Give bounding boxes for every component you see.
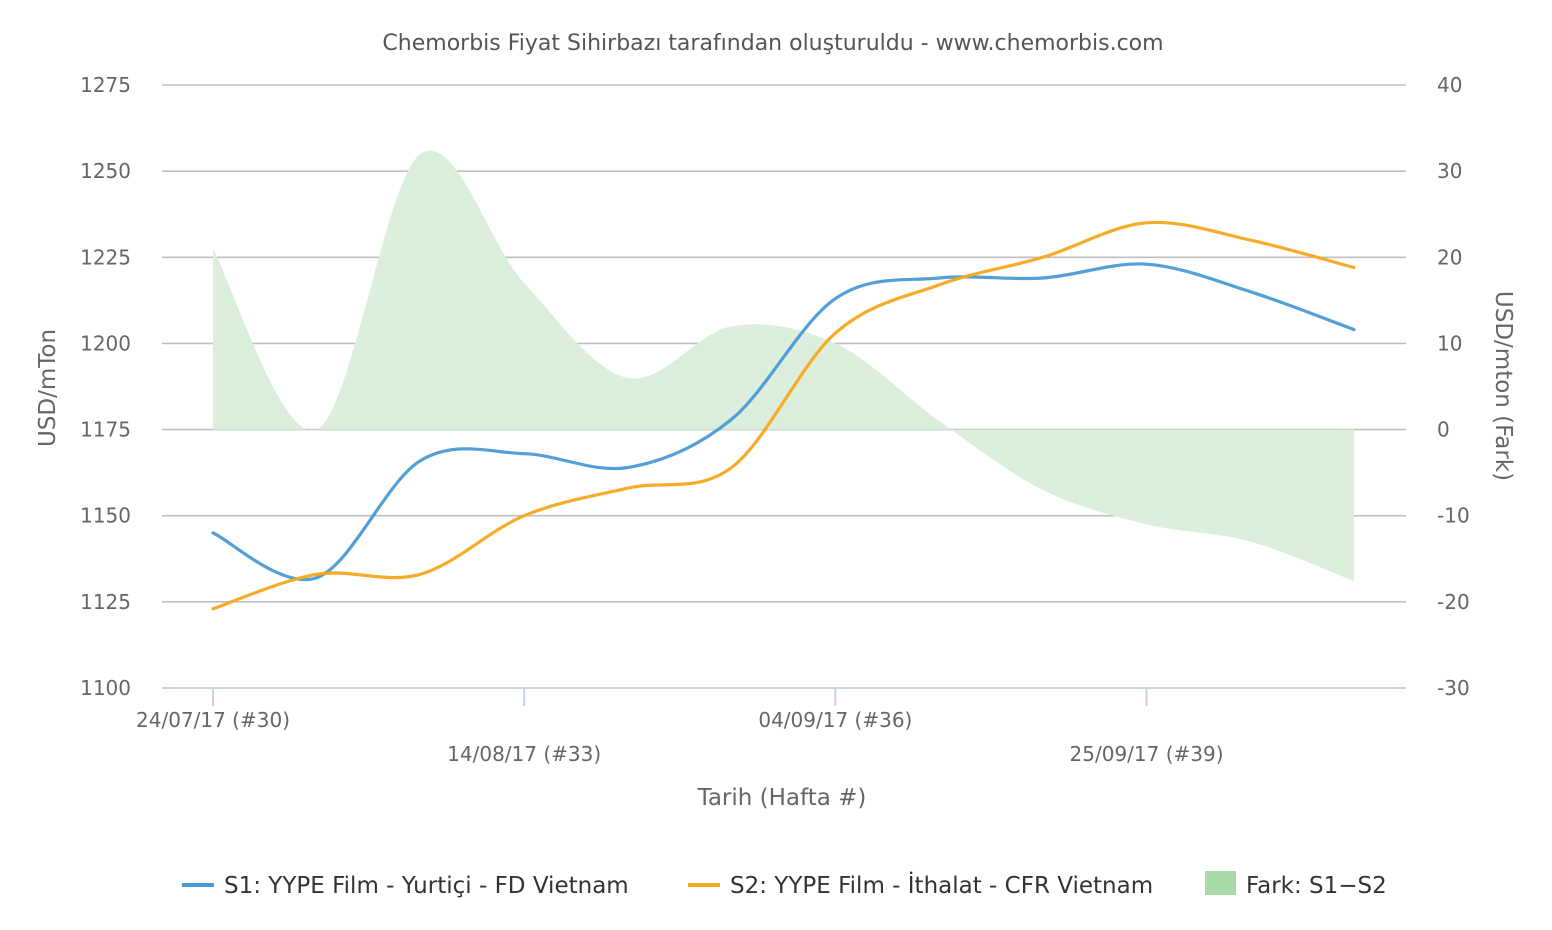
y-right-tick-label: -30 bbox=[1437, 676, 1470, 700]
y-right-tick-label: -20 bbox=[1437, 590, 1470, 614]
legend-label: S1: YYPE Film - Yurtiçi - FD Vietnam bbox=[224, 873, 629, 899]
x-tick-label: 14/08/17 (#33) bbox=[447, 742, 601, 766]
x-tick-label: 04/09/17 (#36) bbox=[758, 708, 912, 732]
difference-area bbox=[213, 150, 1354, 582]
legend: S1: YYPE Film - Yurtiçi - FD Vietnam S2: … bbox=[182, 871, 1387, 899]
y-axis-right-ticks: -30 -20 -10 0 10 20 30 40 bbox=[1437, 73, 1470, 700]
y-left-tick-label: 1250 bbox=[80, 159, 131, 183]
y-right-tick-label: -10 bbox=[1437, 504, 1470, 528]
y-left-tick-label: 1125 bbox=[80, 590, 131, 614]
legend-item[interactable]: Fark: S1−S2 bbox=[1205, 871, 1387, 899]
y-axis-left-title: USD/mTon bbox=[35, 329, 61, 447]
legend-item[interactable]: S2: YYPE Film - İthalat - CFR Vietnam bbox=[688, 871, 1153, 899]
x-axis: 24/07/17 (#30) 04/09/17 (#36) 14/08/17 (#3… bbox=[136, 687, 1406, 766]
chart-title: Chemorbis Fiyat Sihirbazı tarafından olu… bbox=[382, 31, 1163, 56]
series-line-s1 bbox=[211, 262, 1356, 582]
y-axis-left-ticks: 1100 1125 1150 1175 1200 1225 1250 1275 bbox=[80, 73, 131, 700]
y-right-tick-label: 20 bbox=[1437, 245, 1462, 269]
legend-swatch bbox=[1205, 871, 1236, 895]
x-tick-label: 24/07/17 (#30) bbox=[136, 708, 290, 732]
y-left-tick-label: 1150 bbox=[80, 504, 131, 528]
y-left-tick-label: 1225 bbox=[80, 245, 131, 269]
legend-label: S2: YYPE Film - İthalat - CFR Vietnam bbox=[730, 871, 1153, 899]
x-tick-label: 25/09/17 (#39) bbox=[1070, 742, 1224, 766]
legend-label: Fark: S1−S2 bbox=[1246, 873, 1387, 899]
y-axis-right-title: USD/mton (Fark) bbox=[1490, 291, 1516, 481]
series-lines-layer bbox=[211, 220, 1356, 611]
series-line-s2 bbox=[211, 220, 1356, 611]
y-left-tick-label: 1200 bbox=[80, 331, 131, 355]
difference-area-layer bbox=[213, 150, 1354, 582]
y-left-tick-label: 1175 bbox=[80, 418, 131, 442]
y-left-tick-label: 1100 bbox=[80, 676, 131, 700]
y-left-tick-label: 1275 bbox=[80, 73, 131, 97]
legend-item[interactable]: S1: YYPE Film - Yurtiçi - FD Vietnam bbox=[182, 873, 629, 899]
y-right-tick-label: 30 bbox=[1437, 159, 1462, 183]
y-right-tick-label: 40 bbox=[1437, 73, 1462, 97]
y-right-tick-label: 10 bbox=[1437, 331, 1462, 355]
x-axis-title: Tarih (Hafta #) bbox=[697, 785, 867, 811]
y-right-tick-label: 0 bbox=[1437, 418, 1450, 442]
